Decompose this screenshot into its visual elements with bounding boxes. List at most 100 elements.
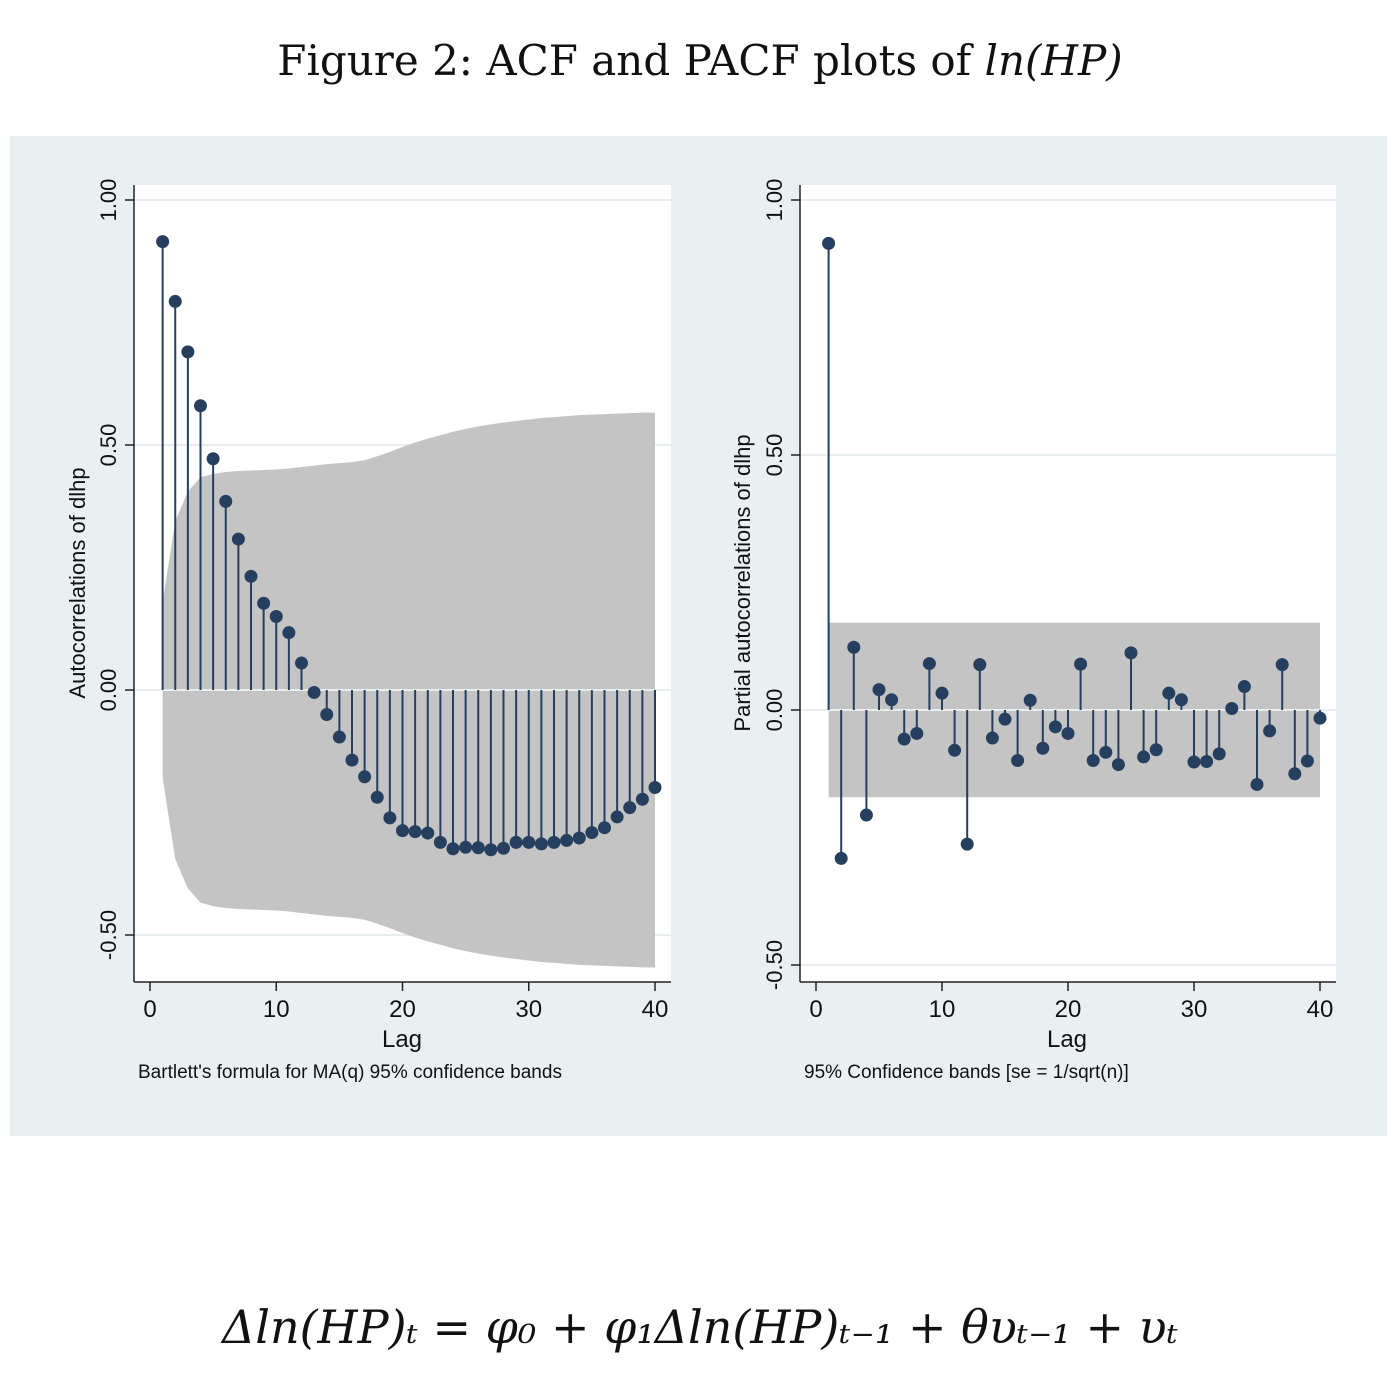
acf-y-tick-label-1: 0.00 bbox=[96, 669, 121, 712]
pacf-point-lag-39 bbox=[1300, 754, 1314, 768]
acf-point-lag-2 bbox=[168, 294, 182, 308]
acf-x-tick-label-4: 40 bbox=[642, 996, 669, 1023]
figure-title-math: ln(HP) bbox=[984, 36, 1123, 85]
acf-y-axis-label: Autocorrelations of dlhp bbox=[65, 467, 90, 698]
pacf-point-lag-18 bbox=[1036, 741, 1050, 755]
pacf-y-tick-label-2: 0.50 bbox=[762, 434, 787, 477]
pacf-chart: 0 10 20 30 40 -0.50 0.00 0.50 1.00 Partial autoc… bbox=[730, 179, 1336, 1083]
pacf-point-lag-17 bbox=[1023, 693, 1037, 707]
acf-point-lag-37 bbox=[610, 810, 624, 824]
pacf-y-tick-label-0: -0.50 bbox=[762, 940, 787, 990]
acf-point-lag-8 bbox=[244, 569, 258, 583]
acf-point-lag-35 bbox=[585, 826, 599, 840]
pacf-point-lag-10 bbox=[935, 686, 949, 700]
pacf-x-axis-label: Lag bbox=[1047, 1026, 1087, 1053]
pacf-x-tick-label-3: 30 bbox=[1181, 996, 1208, 1023]
pacf-x-tick-label-1: 10 bbox=[929, 996, 956, 1023]
pacf-x-tick-label-4: 40 bbox=[1307, 996, 1334, 1023]
acf-point-lag-38 bbox=[623, 801, 637, 815]
acf-y-tick-label-2: 0.50 bbox=[96, 424, 121, 467]
acf-point-lag-26 bbox=[471, 841, 485, 855]
acf-point-lag-22 bbox=[421, 826, 435, 840]
acf-point-lag-19 bbox=[383, 811, 397, 825]
acf-y-tick-label-3: 1.00 bbox=[96, 179, 121, 222]
acf-point-lag-25 bbox=[459, 840, 473, 854]
pacf-point-lag-36 bbox=[1263, 724, 1277, 738]
acf-point-lag-20 bbox=[396, 824, 409, 838]
acf-point-lag-3 bbox=[181, 345, 195, 359]
pacf-point-lag-5 bbox=[872, 683, 886, 697]
pacf-point-lag-6 bbox=[885, 693, 899, 707]
pacf-point-lag-31 bbox=[1200, 755, 1214, 769]
acf-point-lag-34 bbox=[572, 831, 586, 845]
acf-point-lag-11 bbox=[282, 626, 296, 640]
acf-point-lag-13 bbox=[307, 685, 321, 699]
acf-point-lag-27 bbox=[484, 843, 498, 857]
pacf-point-lag-8 bbox=[910, 726, 924, 740]
pacf-stems bbox=[822, 236, 1327, 865]
acf-point-lag-21 bbox=[408, 825, 422, 839]
pacf-point-lag-7 bbox=[897, 732, 911, 746]
model-equation: Δln(HP)ₜ = φ₀ + φ₁Δln(HP)ₜ₋₁ + θυₜ₋₁ + υ… bbox=[222, 1300, 1178, 1354]
acf-band-note: Bartlett's formula for MA(q) 95% confide… bbox=[138, 1062, 562, 1083]
acf-point-lag-15 bbox=[332, 730, 346, 744]
pacf-point-lag-22 bbox=[1086, 753, 1100, 767]
acf-point-lag-12 bbox=[295, 656, 308, 670]
acf-x-tick-label-0: 0 bbox=[143, 996, 156, 1023]
acf-point-lag-33 bbox=[560, 833, 574, 847]
pacf-ticks: 0 10 20 30 40 -0.50 0.00 0.50 1.00 bbox=[762, 179, 1333, 1023]
acf-point-lag-18 bbox=[370, 790, 384, 804]
acf-point-lag-14 bbox=[320, 708, 334, 721]
pacf-y-axis-label: Partial autocorrelations of dlhp bbox=[730, 434, 755, 731]
pacf-point-lag-25 bbox=[1124, 646, 1138, 660]
pacf-y-tick-label-1: 0.00 bbox=[762, 689, 787, 732]
acf-point-lag-28 bbox=[497, 841, 510, 855]
pacf-point-lag-14 bbox=[985, 731, 999, 745]
acf-point-lag-10 bbox=[269, 610, 283, 623]
pacf-point-lag-15 bbox=[998, 712, 1012, 726]
pacf-x-tick-label-0: 0 bbox=[809, 996, 822, 1023]
pacf-band-note: 95% Confidence bands [se = 1/sqrt(n)] bbox=[804, 1062, 1129, 1083]
pacf-point-lag-2 bbox=[834, 851, 848, 865]
acf-chart: 0 10 20 30 40 -0.50 0.00 0.50 1.00 Autocorrelati… bbox=[65, 179, 671, 1083]
acf-point-lag-24 bbox=[446, 842, 460, 856]
pacf-point-lag-30 bbox=[1187, 755, 1201, 769]
acf-point-lag-23 bbox=[433, 835, 447, 849]
acf-stems bbox=[156, 235, 662, 857]
pacf-point-lag-16 bbox=[1011, 753, 1025, 767]
pacf-x-tick-label-2: 20 bbox=[1055, 996, 1082, 1023]
acf-x-axis-label: Lag bbox=[382, 1026, 422, 1053]
pacf-point-lag-9 bbox=[922, 657, 936, 671]
acf-ticks: 0 10 20 30 40 -0.50 0.00 0.50 1.00 bbox=[96, 179, 668, 1023]
pacf-plot-area bbox=[800, 185, 1336, 982]
pacf-point-lag-11 bbox=[948, 743, 962, 757]
acf-point-lag-17 bbox=[358, 770, 372, 784]
acf-point-lag-9 bbox=[257, 596, 271, 610]
acf-y-tick-label-0: -0.50 bbox=[96, 910, 121, 960]
pacf-point-lag-1 bbox=[822, 236, 836, 250]
pacf-point-lag-23 bbox=[1099, 745, 1113, 759]
acf-point-lag-7 bbox=[231, 532, 245, 546]
acf-x-tick-label-3: 30 bbox=[515, 996, 542, 1023]
figure-title-text: Figure 2: ACF and PACF plots of bbox=[277, 36, 972, 85]
pacf-point-lag-38 bbox=[1288, 767, 1302, 781]
acf-point-lag-36 bbox=[598, 821, 611, 835]
figure-title: Figure 2: ACF and PACF plots of ln(HP) bbox=[0, 36, 1400, 85]
pacf-point-lag-3 bbox=[847, 640, 861, 654]
acf-point-lag-5 bbox=[206, 452, 220, 466]
acf-point-lag-16 bbox=[345, 753, 359, 767]
acf-point-lag-6 bbox=[219, 494, 233, 508]
pacf-point-lag-40 bbox=[1313, 711, 1327, 725]
pacf-point-lag-28 bbox=[1162, 686, 1176, 700]
acf-x-tick-label-1: 10 bbox=[263, 996, 290, 1023]
acf-point-lag-32 bbox=[547, 835, 561, 849]
acf-x-tick-label-2: 20 bbox=[389, 996, 416, 1023]
pacf-point-lag-26 bbox=[1137, 750, 1151, 764]
acf-point-lag-30 bbox=[522, 835, 536, 849]
pacf-point-lag-27 bbox=[1149, 743, 1163, 757]
acf-point-lag-40 bbox=[648, 781, 662, 795]
pacf-point-lag-19 bbox=[1048, 720, 1062, 734]
pacf-point-lag-4 bbox=[859, 808, 873, 822]
pacf-point-lag-21 bbox=[1074, 657, 1088, 671]
acf-point-lag-39 bbox=[635, 792, 649, 806]
